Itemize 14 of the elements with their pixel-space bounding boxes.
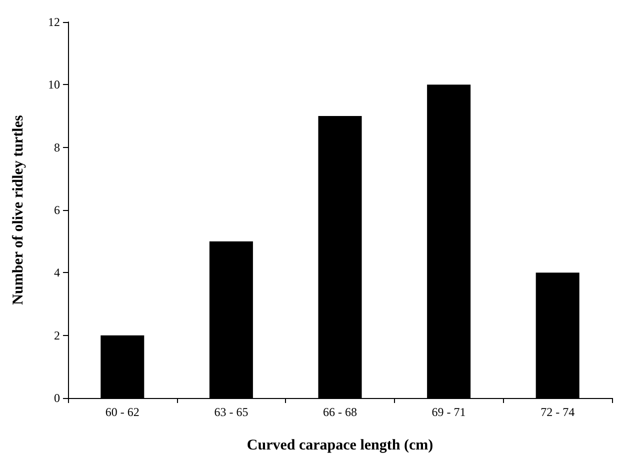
- y-tick-label: 10: [48, 78, 60, 92]
- x-tick-label: 66 - 68: [323, 405, 357, 419]
- y-tick-label: 6: [54, 203, 60, 217]
- x-axis-title: Curved carapace length (cm): [246, 438, 434, 454]
- x-tick-label: 69 - 71: [432, 405, 466, 419]
- y-tick-label: 2: [54, 328, 60, 342]
- y-tick-label: 0: [54, 391, 60, 405]
- x-tick-label: 60 - 62: [105, 405, 140, 419]
- x-tick-label: 72 - 74: [540, 405, 575, 419]
- y-axis-title: Number of olive ridley turtles: [10, 115, 26, 305]
- y-tick-label: 12: [48, 15, 60, 29]
- y-tick-label: 4: [54, 266, 60, 280]
- y-tick-label: 8: [54, 140, 60, 154]
- x-tick-label: 63 - 65: [214, 405, 248, 419]
